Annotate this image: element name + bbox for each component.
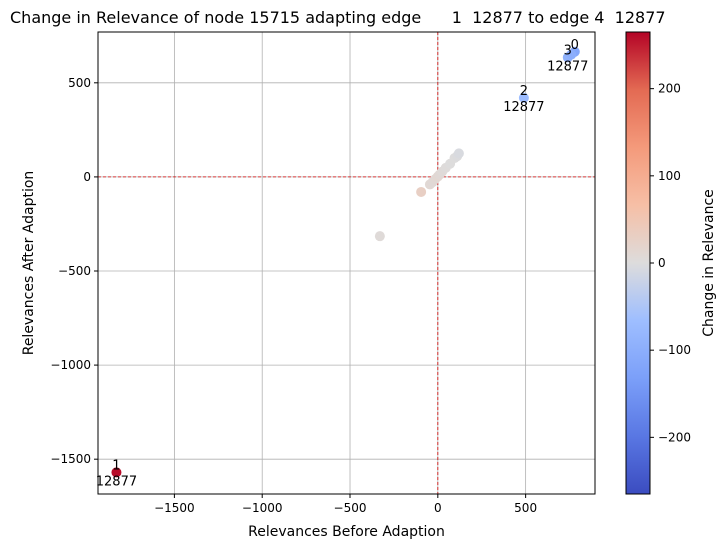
y-axis-ticks: −1500 −1000 −500 0 500 bbox=[50, 76, 98, 466]
reference-lines bbox=[98, 32, 595, 494]
scatter-point bbox=[416, 186, 427, 197]
colorbar-tick-label: 200 bbox=[658, 82, 681, 96]
scatter-point bbox=[111, 467, 122, 478]
colorbar-tick-label: −100 bbox=[658, 343, 691, 357]
x-axis-label: Relevances Before Adaption bbox=[248, 524, 445, 540]
point-label-line: 12877 bbox=[503, 100, 544, 115]
colorbar-ticks: −200 −100 0 100 200 bbox=[650, 82, 691, 444]
chart-title: Change in Relevance of node 15715 adapti… bbox=[10, 8, 666, 27]
plot-frame bbox=[97, 31, 596, 495]
colorbar-tick-label: 0 bbox=[658, 256, 666, 270]
x-tick-label: −500 bbox=[334, 501, 367, 515]
point-label-line: 0 bbox=[571, 38, 579, 53]
colorbar bbox=[625, 31, 651, 495]
point-label-line: 3 bbox=[564, 43, 572, 58]
scatter-point bbox=[374, 231, 385, 242]
point-label: 2 12877 bbox=[503, 84, 544, 115]
y-axis-label: Relevances After Adaption bbox=[21, 171, 37, 356]
point-label: 0 bbox=[571, 38, 579, 53]
y-tick-label: −1500 bbox=[50, 452, 91, 466]
scatter-point bbox=[453, 148, 464, 159]
scatter-point bbox=[518, 92, 529, 103]
x-tick-label: 0 bbox=[434, 501, 442, 515]
point-label: 1 12877 bbox=[96, 458, 137, 489]
x-tick-label: −1000 bbox=[242, 501, 283, 515]
point-label: 3 12877 bbox=[547, 43, 588, 74]
plot-area bbox=[98, 32, 595, 494]
point-label-line: 2 bbox=[520, 84, 528, 99]
colorbar-tick-label: −200 bbox=[658, 430, 691, 444]
x-tick-label: −1500 bbox=[154, 501, 195, 515]
point-label-line: 12877 bbox=[547, 59, 588, 74]
y-tick-label: −500 bbox=[58, 264, 91, 278]
colorbar-tick-label: 100 bbox=[658, 169, 681, 183]
data-points bbox=[111, 46, 580, 478]
y-tick-label: 0 bbox=[83, 170, 91, 184]
y-tick-label: −1000 bbox=[50, 358, 91, 372]
point-label-line: 1 bbox=[112, 458, 120, 473]
colorbar-label: Change in Relevance bbox=[701, 189, 717, 337]
y-tick-label: 500 bbox=[68, 76, 91, 90]
point-label-line: 12877 bbox=[96, 474, 137, 489]
scatter-point bbox=[566, 49, 577, 60]
x-tick-label: 500 bbox=[514, 501, 537, 515]
x-axis-ticks: −1500 −1000 −500 0 500 bbox=[154, 494, 537, 515]
